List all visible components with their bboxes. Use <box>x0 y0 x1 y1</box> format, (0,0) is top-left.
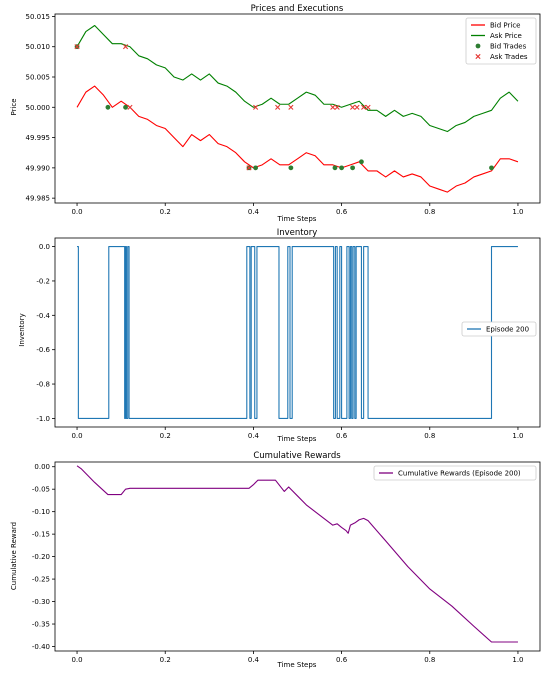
prices-point-bid-trades <box>332 165 338 171</box>
prices-panel: Prices and Executions Time Steps Price 0… <box>10 4 541 223</box>
rewards-series-cumulative-rewards-episode-200-line <box>76 465 518 643</box>
inventory-xtick-label: 0.8 <box>424 432 435 440</box>
prices-ytick-label: 49.995 <box>26 134 51 142</box>
rewards-xtick-label: 0.2 <box>160 656 171 664</box>
inventory-ytick-label: -0.2 <box>36 277 50 285</box>
prices-ytick-label: 50.010 <box>26 43 51 51</box>
inventory-xtick-label: 1.0 <box>512 432 523 440</box>
inventory-title: Inventory <box>277 228 318 238</box>
prices-point-ask-trades <box>122 44 129 50</box>
inventory-ytick-label: -0.4 <box>36 312 50 320</box>
inventory-xtick-label: 0.2 <box>160 432 171 440</box>
rewards-ylabel: Cumulative Reward <box>10 522 18 590</box>
prices-xlabel: Time Steps <box>277 215 317 223</box>
rewards-panel: Cumulative Rewards Time Steps Cumulative… <box>10 451 541 669</box>
inventory-xtick-label: 0.6 <box>336 432 348 440</box>
prices-legend-swatch <box>475 43 481 49</box>
prices-xtick-label: 0.4 <box>248 208 260 216</box>
prices-point-bid-trades <box>105 104 111 110</box>
rewards-xtick-label: 1.0 <box>512 656 523 664</box>
prices-point-ask-trades <box>334 104 340 110</box>
inventory-legend-label: Episode 200 <box>486 326 529 334</box>
prices-legend: Bid Price Ask Price Bid Trades Ask Trades <box>465 17 537 65</box>
inventory-ytick-label: 0.0 <box>39 243 50 251</box>
prices-xtick-label: 0.8 <box>424 208 435 216</box>
inventory-axes-frame <box>54 237 541 428</box>
inventory-panel: Inventory Time Steps Inventory 0.0 0.2 0.4… <box>18 228 541 443</box>
rewards-ytick-label: -0.40 <box>32 643 50 651</box>
prices-point-bid-trades <box>489 165 494 171</box>
prices-ylabel: Price <box>10 98 18 115</box>
prices-point-bid-trades <box>253 165 259 171</box>
prices-xtick-label: 0.0 <box>71 208 82 216</box>
inventory-xlabel: Time Steps <box>277 435 317 443</box>
rewards-title: Cumulative Rewards <box>253 451 341 461</box>
prices-point-bid-trades <box>288 165 294 171</box>
prices-xtick-label: 1.0 <box>512 208 523 216</box>
prices-point-bid-trades <box>359 159 364 165</box>
prices-legend-label: Ask Trades <box>490 53 528 61</box>
rewards-xtick-label: 0.8 <box>424 656 435 664</box>
rewards-ytick-label: -0.10 <box>32 508 50 516</box>
prices-title: Prices and Executions <box>251 4 344 14</box>
prices-axes-frame <box>54 13 541 204</box>
prices-point-ask-trades <box>275 104 281 110</box>
prices-legend-label: Bid Trades <box>490 43 527 51</box>
prices-point-ask-trades <box>350 104 356 110</box>
rewards-legend-label: Cumulative Rewards (Episode 200) <box>398 470 521 478</box>
rewards-ytick-label: -0.05 <box>32 486 50 494</box>
rewards-ytick-label: -0.35 <box>32 621 50 629</box>
inventory-legend: Episode 200 <box>461 321 537 337</box>
prices-xtick-label: 0.6 <box>336 208 348 216</box>
rewards-xlabel: Time Steps <box>277 661 317 669</box>
inventory-xtick-label: 0.0 <box>71 432 82 440</box>
rewards-ytick-label: -0.25 <box>32 576 50 584</box>
inventory-series-episode-200-line <box>77 246 518 419</box>
prices-series-bid-price-line <box>76 85 519 193</box>
prices-xtick-label: 0.2 <box>160 208 171 216</box>
prices-ytick-label: 50.000 <box>26 104 51 112</box>
prices-point-bid-trades <box>339 165 344 171</box>
inventory-ytick-label: -1.0 <box>36 415 50 423</box>
prices-point-ask-trades <box>246 165 252 171</box>
prices-point-ask-trades <box>354 104 360 110</box>
inventory-ylabel: Inventory <box>18 313 26 346</box>
rewards-ytick-label: -0.15 <box>32 531 50 539</box>
rewards-legend: Cumulative Rewards (Episode 200) <box>373 465 537 481</box>
prices-legend-label: Bid Price <box>490 22 521 30</box>
prices-point-bid-trades <box>350 165 356 171</box>
prices-point-ask-trades <box>330 104 336 110</box>
inventory-ytick-label: -0.8 <box>36 381 50 389</box>
prices-ytick-label: 49.985 <box>26 195 51 203</box>
rewards-xtick-label: 0.4 <box>248 656 260 664</box>
prices-ytick-label: 50.005 <box>26 74 51 82</box>
prices-ytick-label: 49.990 <box>26 164 51 172</box>
prices-point-ask-trades <box>288 104 294 110</box>
rewards-ytick-label: -0.20 <box>32 553 50 561</box>
prices-point-ask-trades <box>361 104 367 110</box>
prices-point-ask-trades <box>253 104 259 110</box>
prices-ytick-label: 50.015 <box>26 13 51 21</box>
inventory-xtick-label: 0.4 <box>248 432 260 440</box>
prices-point-ask-trades <box>74 44 80 50</box>
prices-point-bid-trades <box>123 104 128 110</box>
rewards-xtick-label: 0.6 <box>336 656 348 664</box>
rewards-axes-frame <box>54 461 541 652</box>
rewards-ytick-label: -0.30 <box>32 598 50 606</box>
prices-legend-label: Ask Price <box>490 32 522 40</box>
prices-point-ask-trades <box>127 104 133 110</box>
prices-point-ask-trades <box>365 104 371 110</box>
rewards-xtick-label: 0.0 <box>71 656 82 664</box>
inventory-ytick-label: -0.6 <box>36 346 50 354</box>
rewards-ytick-label: 0.00 <box>34 463 50 471</box>
prices-legend-swatch <box>475 53 481 60</box>
prices-series-ask-price-line <box>76 24 519 133</box>
